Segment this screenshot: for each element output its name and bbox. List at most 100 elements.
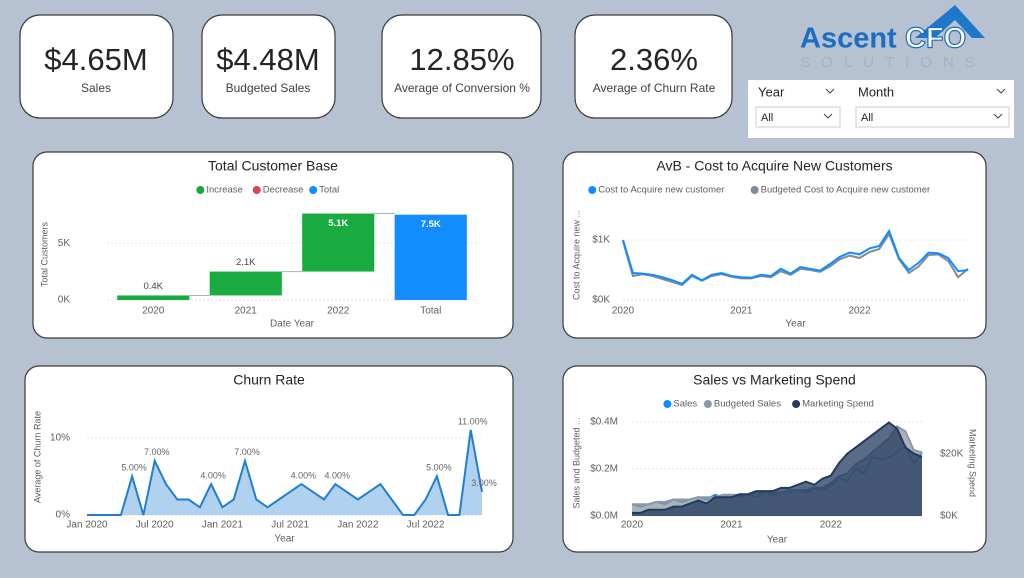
chevron bbox=[825, 88, 835, 94]
data-label: 4.00% bbox=[200, 470, 226, 480]
legend-swatch bbox=[588, 186, 597, 194]
kpi-value: $4.65M bbox=[44, 42, 147, 77]
logo-tagline: SOLUTIONS bbox=[800, 54, 986, 71]
chart-panel bbox=[24, 365, 514, 553]
chart-panel bbox=[32, 151, 514, 339]
legend-label: Cost to Acquire new customer bbox=[598, 185, 724, 196]
chart-panel bbox=[562, 151, 987, 339]
x-tick-label: 2022 bbox=[327, 306, 350, 317]
y-tick-label: 5K bbox=[58, 238, 71, 249]
kpi-card bbox=[19, 14, 174, 119]
chart-title: AvB - Cost to Acquire New Customers bbox=[656, 158, 892, 174]
y-tick-label: $0K bbox=[592, 295, 610, 306]
logo-word: Ascent bbox=[800, 23, 897, 55]
data-label: 11.00% bbox=[458, 416, 488, 426]
x-tick-label: Jul 2022 bbox=[407, 520, 445, 531]
kpi-label: Budgeted Sales bbox=[226, 81, 311, 95]
line bbox=[622, 231, 969, 287]
bar bbox=[209, 271, 282, 296]
logo-word: CFO bbox=[905, 23, 966, 55]
x-tick-label: Jan 2020 bbox=[66, 520, 108, 531]
legend-label: Budgeted Sales bbox=[714, 399, 781, 410]
line bbox=[622, 228, 969, 285]
data-label: 5.1K bbox=[328, 218, 348, 229]
data-label: 4.00% bbox=[291, 470, 317, 480]
y2-axis-title: Marketing Spend bbox=[968, 429, 978, 497]
x-axis-title: Date Year bbox=[270, 319, 315, 330]
area bbox=[87, 429, 482, 515]
x-tick-label: 2021 bbox=[730, 306, 753, 317]
kpi-label: Average of Churn Rate bbox=[593, 81, 716, 95]
legend-swatch bbox=[252, 186, 261, 194]
x-tick-label: 2021 bbox=[720, 520, 743, 531]
legend-label: Decrease bbox=[263, 185, 304, 196]
x-tick-label: Jul 2020 bbox=[136, 520, 174, 531]
legend-swatch bbox=[750, 186, 759, 194]
legend-label: Marketing Spend bbox=[802, 399, 874, 410]
legend-label: Budgeted Cost to Acquire new customer bbox=[761, 185, 931, 196]
legend-swatch bbox=[663, 400, 672, 408]
data-label: 7.5K bbox=[421, 219, 441, 230]
x-axis-title: Year bbox=[785, 319, 806, 330]
chart-title: Churn Rate bbox=[233, 372, 305, 388]
y-tick-label: 0K bbox=[58, 295, 71, 306]
legend-label: Increase bbox=[206, 185, 242, 196]
slicer-value: All bbox=[861, 112, 873, 124]
chevron bbox=[996, 88, 1006, 94]
slicer-label: Month bbox=[858, 84, 894, 99]
legend-swatch bbox=[703, 400, 712, 408]
x-tick-label: Total bbox=[420, 306, 441, 317]
x-tick-label: 2020 bbox=[142, 306, 165, 317]
x-axis-title: Year bbox=[274, 534, 295, 545]
bar bbox=[117, 295, 190, 300]
legend-swatch bbox=[309, 186, 318, 194]
x-tick-label: 2022 bbox=[820, 520, 843, 531]
kpi-value: $4.48M bbox=[216, 42, 319, 77]
data-label: 0.4K bbox=[143, 281, 163, 292]
x-axis-title: Year bbox=[767, 535, 788, 546]
legend-swatch bbox=[196, 186, 205, 194]
data-label: 5.00% bbox=[426, 463, 452, 473]
y-axis-title: Average of Churn Rate bbox=[32, 411, 42, 503]
chevron bbox=[823, 113, 833, 119]
x-tick-label: 2022 bbox=[848, 306, 871, 317]
legend-label: Sales bbox=[673, 399, 697, 410]
kpi-value: 12.85% bbox=[409, 42, 514, 77]
kpi-value: 2.36% bbox=[610, 42, 698, 77]
data-label: 7.00% bbox=[234, 447, 260, 457]
chart-title: Sales vs Marketing Spend bbox=[693, 372, 856, 388]
y-tick-label: 0% bbox=[56, 510, 71, 521]
y-tick-label: $0.0M bbox=[590, 511, 618, 522]
x-tick-label: 2020 bbox=[612, 306, 635, 317]
data-label: 7.00% bbox=[144, 447, 170, 457]
logo-mountain bbox=[915, 5, 985, 38]
y-axis-title: Cost to Acquire new ... bbox=[571, 210, 581, 300]
bar bbox=[394, 214, 467, 300]
legend-swatch bbox=[792, 400, 801, 408]
x-tick-label: 2020 bbox=[621, 520, 644, 531]
x-tick-label: Jan 2022 bbox=[337, 520, 379, 531]
x-tick-label: Jan 2021 bbox=[202, 520, 244, 531]
chart-title: Total Customer Base bbox=[208, 158, 338, 174]
y-tick-label: $0.2M bbox=[590, 464, 618, 475]
kpi-label: Average of Conversion % bbox=[394, 81, 530, 95]
x-tick-label: Jul 2021 bbox=[271, 520, 309, 531]
charts: Total Customer Base Date Year Total Custom… bbox=[32, 158, 977, 546]
legend-label: Total bbox=[319, 185, 339, 196]
bar bbox=[302, 213, 375, 272]
y-axis-title: Sales and Budgeted ... bbox=[571, 417, 581, 508]
slicer-dropdown[interactable] bbox=[755, 106, 841, 128]
slicer-dropdown[interactable] bbox=[855, 106, 1010, 128]
y2-tick-label: $20K bbox=[940, 448, 964, 459]
y-axis-title: Total Customers bbox=[39, 221, 49, 287]
data-label: 3.00% bbox=[471, 478, 497, 488]
data-label: 4.00% bbox=[325, 470, 351, 480]
data-label: 2.1K bbox=[236, 257, 256, 268]
line bbox=[87, 429, 483, 516]
area bbox=[632, 422, 922, 516]
y2-tick-label: $0K bbox=[940, 511, 958, 522]
chevron bbox=[993, 113, 1003, 119]
slicer-label: Year bbox=[758, 84, 785, 99]
kpi-card bbox=[574, 14, 733, 119]
